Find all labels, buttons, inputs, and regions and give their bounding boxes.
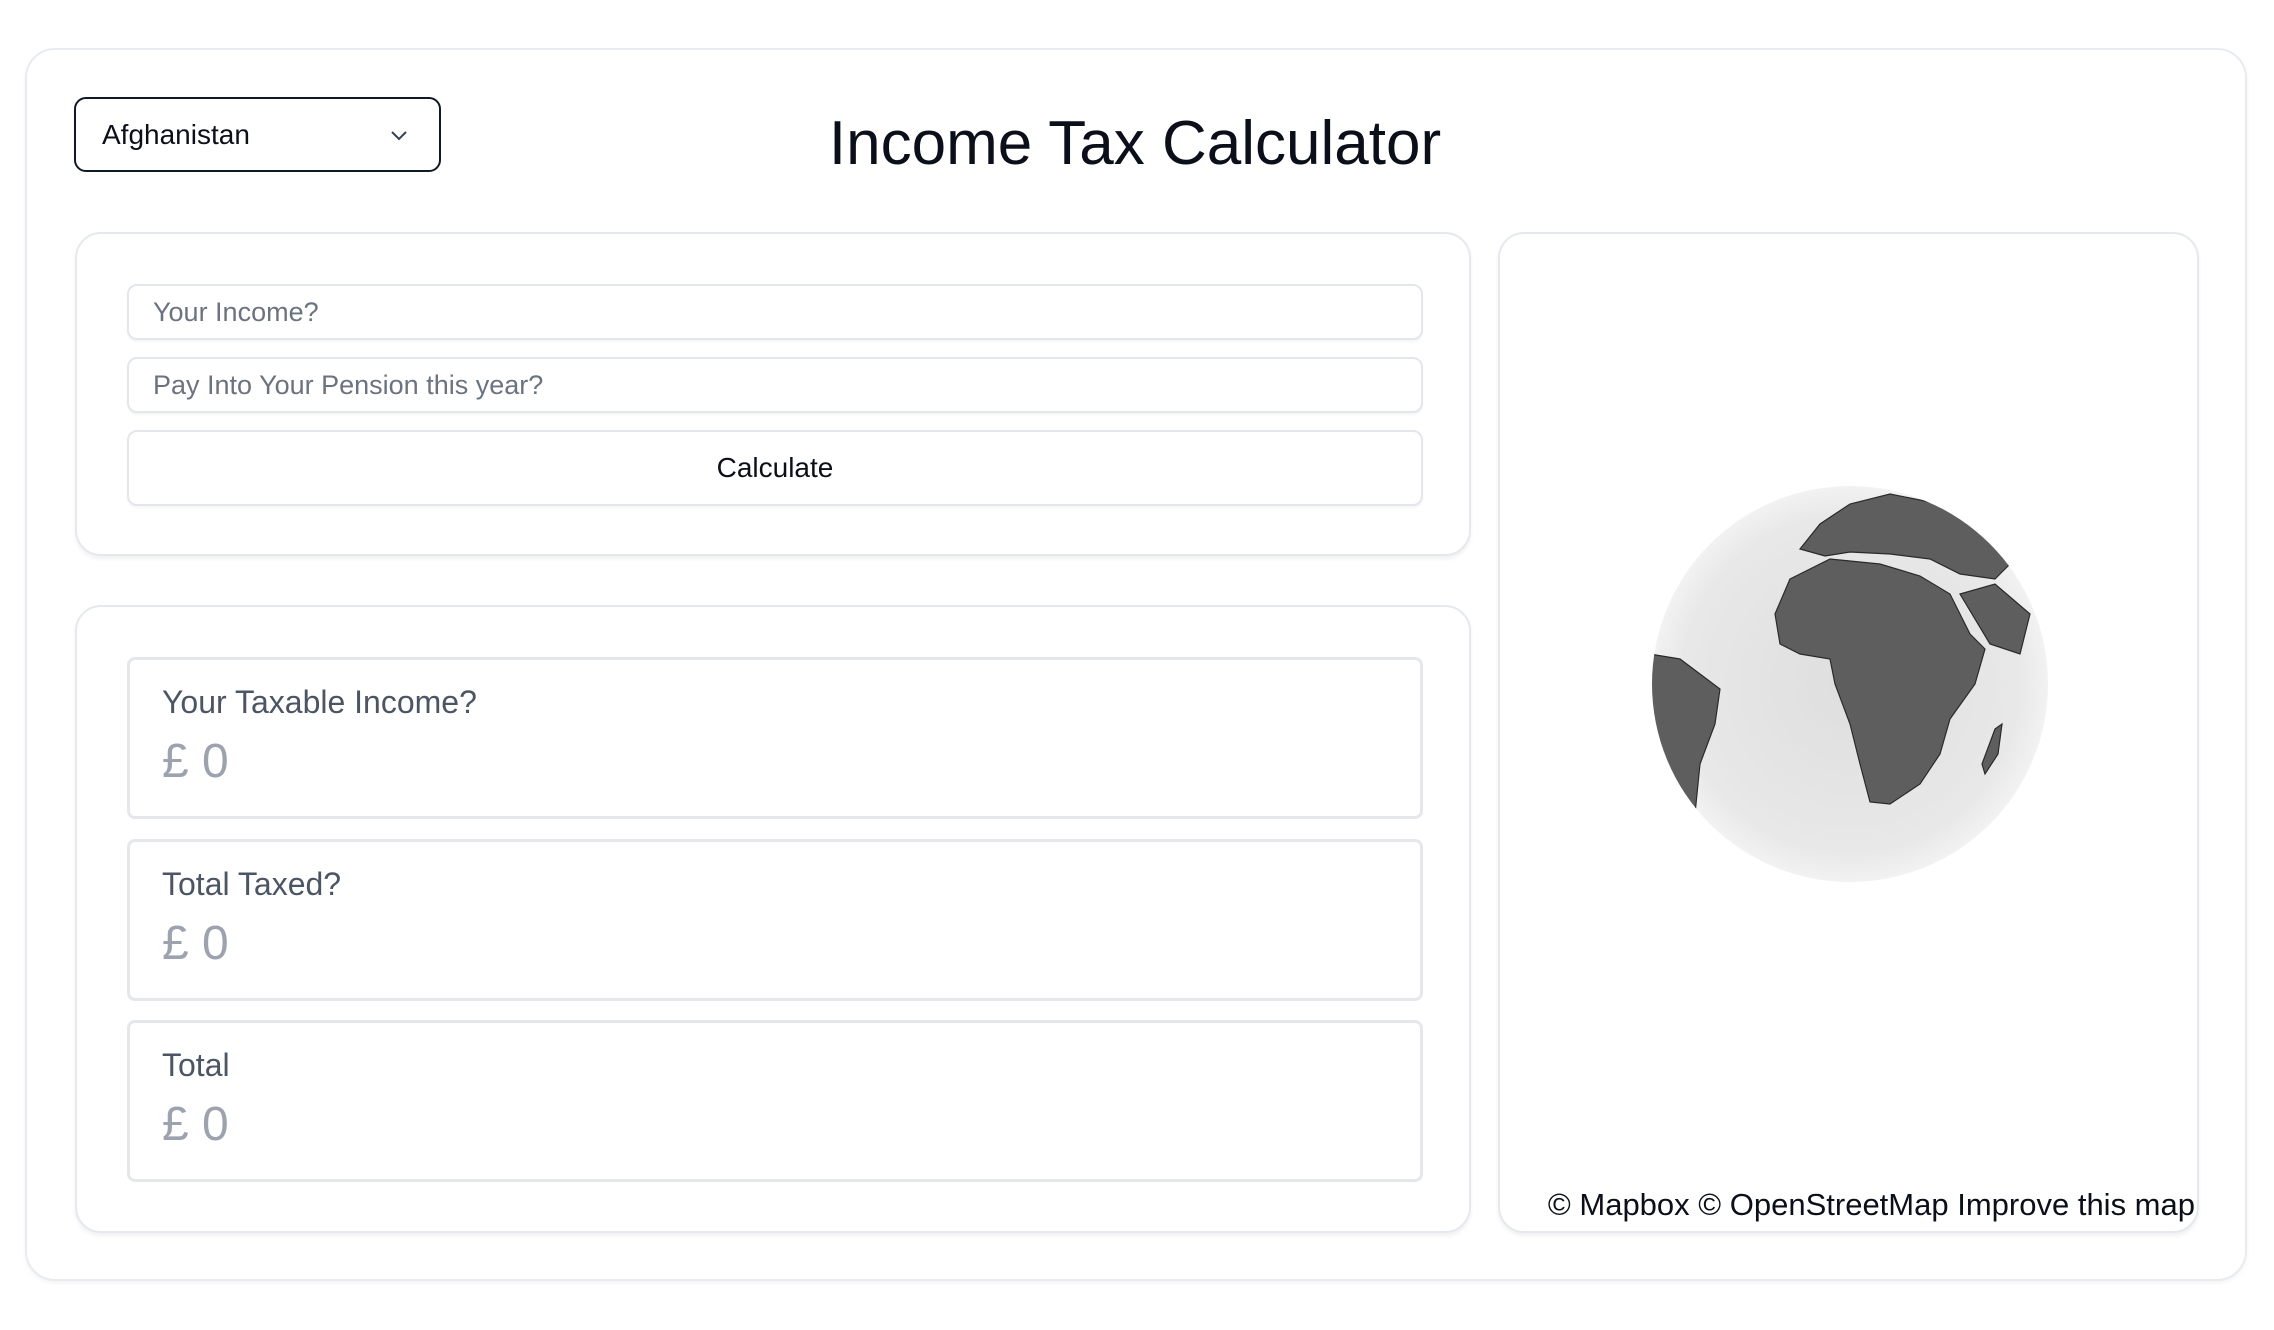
country-select[interactable]: Afghanistan <box>74 97 441 172</box>
chevron-down-icon <box>391 131 407 141</box>
taxable-income-result: Your Taxable Income? £ 0 <box>127 657 1423 819</box>
page-title: Income Tax Calculator <box>828 109 1442 178</box>
calculator-container <box>25 48 2247 1281</box>
arabia-landmass <box>1959 583 2031 655</box>
result-label: Your Taxable Income? <box>162 684 477 720</box>
result-value: £ 0 <box>162 917 229 970</box>
improve-map-link[interactable]: Improve this map <box>1957 1187 2195 1222</box>
map-attribution: © Mapbox © OpenStreetMap Improve this ma… <box>1500 1187 2197 1223</box>
calculate-button[interactable]: Calculate <box>127 430 1423 506</box>
total-result: Total £ 0 <box>127 1020 1423 1182</box>
africa-landmass <box>1774 558 1986 805</box>
country-select-value: Afghanistan <box>102 118 250 150</box>
result-label: Total Taxed? <box>162 866 342 902</box>
input-card: Calculate <box>75 232 1471 556</box>
map-card: © Mapbox © OpenStreetMap Improve this ma… <box>1498 232 2199 1233</box>
pension-input[interactable] <box>127 357 1423 413</box>
total-taxed-result: Total Taxed? £ 0 <box>127 839 1423 1001</box>
madagascar-landmass <box>1981 722 2003 776</box>
results-card: Your Taxable Income? £ 0 Total Taxed? £ … <box>75 605 1471 1233</box>
openstreetmap-link[interactable]: © OpenStreetMap <box>1698 1187 1949 1222</box>
result-label: Total <box>162 1047 230 1083</box>
result-value: £ 0 <box>162 1098 229 1151</box>
income-input[interactable] <box>127 284 1423 340</box>
mapbox-link[interactable]: © Mapbox <box>1547 1187 1690 1222</box>
result-value: £ 0 <box>162 735 229 788</box>
globe-map[interactable] <box>1650 484 2050 884</box>
